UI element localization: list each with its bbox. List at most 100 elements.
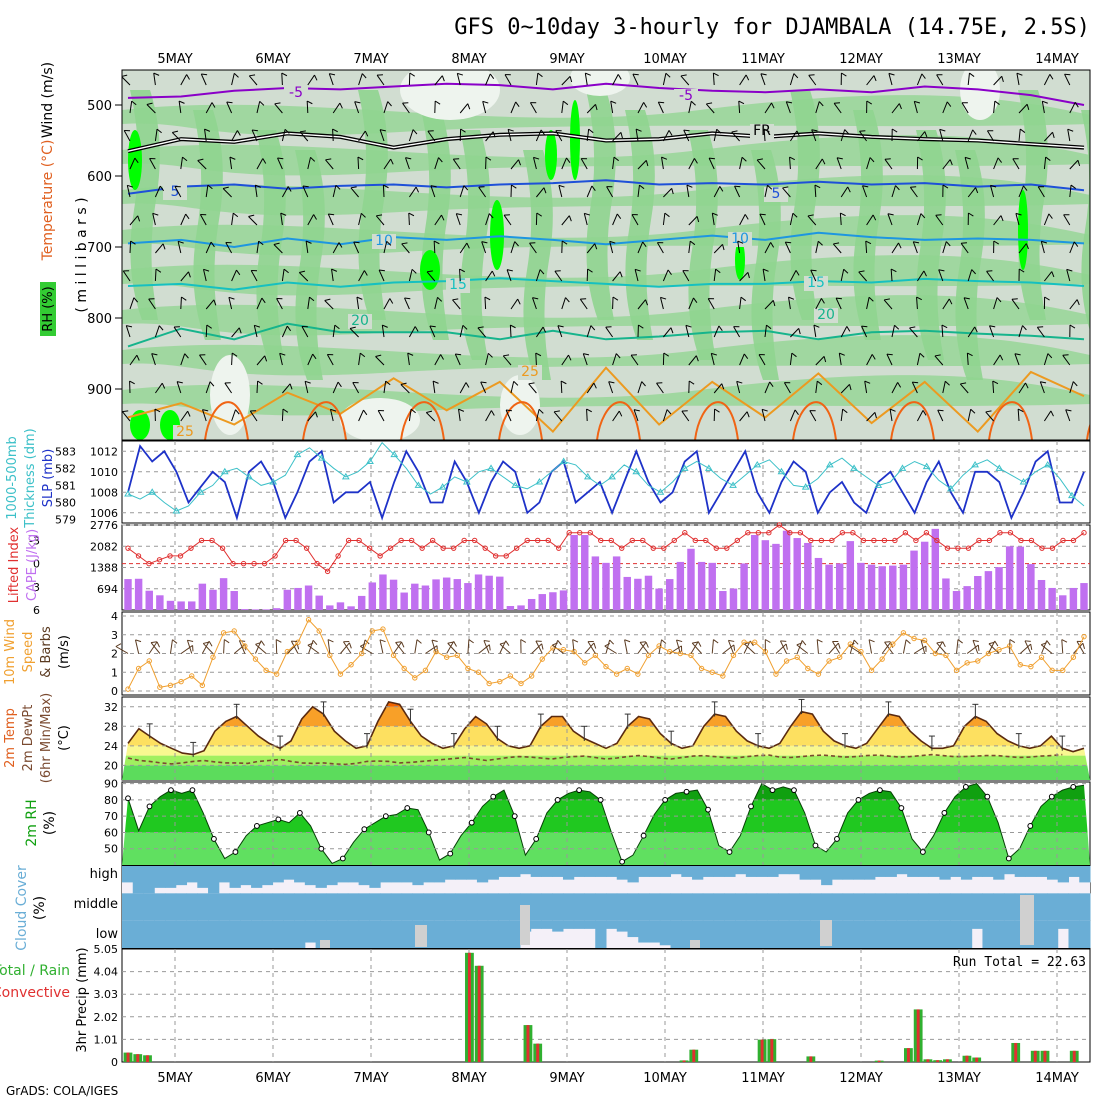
wind-speed-marker [242,643,248,649]
cloud-middle-bar [799,893,811,921]
wind-barb-shaft [306,100,309,114]
wind-barb-flag [887,213,894,216]
wind-barb-flag [181,296,187,301]
wind-barb-flag [252,129,258,132]
wind-barb-shaft [458,409,461,422]
wind-barb [332,184,341,198]
cloud-middle-bar [864,893,876,921]
bottom-date-axis: 5MAY 6MAY 7MAY 8MAY 9MAY 10MAY 11MAY 12MAY 13MAY… [157,1071,1079,1086]
wind-barb-shaft [809,410,817,422]
cape-bar [230,591,238,610]
wind-barb [1018,185,1028,198]
cloud-low-bar [218,920,231,948]
wind-barb [916,270,927,282]
wind-barb-flag [912,381,919,384]
rh-tick-label: 60 [104,826,118,839]
wind-barb-flag [174,186,181,188]
wind-barb-shaft [833,102,842,114]
cloud-high-bar [455,866,467,880]
wind-barb-shaft [401,243,410,254]
wind-barb [790,328,801,338]
wind-barb [560,380,567,394]
wind-barb-flag [935,214,942,216]
wind-barb-shaft [862,185,868,198]
top-date-label: 13MAY [937,52,981,67]
wind-barb [789,409,799,422]
wind-barb [840,186,851,198]
wind-barb-10m-flag [728,639,735,642]
wind-barb-shaft [580,158,588,170]
cape-bar [952,591,961,610]
wind-barb-10m [604,642,617,654]
cloud-middle-bar [283,893,295,921]
wind-barb [558,184,565,198]
wind-barb-flag [228,296,235,300]
bottom-date-label: 9MAY [549,1071,584,1086]
wind-barb-10m [180,645,194,654]
wind-barb-flag [383,184,389,189]
cloud-middle-bar [401,893,413,921]
wind-barb [358,73,367,86]
wind-barb-flag [136,354,140,361]
wind-barb-flag [639,184,645,190]
wind-barb-shaft [934,355,944,366]
wind-speed-marker [337,671,344,677]
wind-barb-shaft [485,73,491,86]
wind-barb-10m-flag [645,641,649,648]
wind-barb-shaft [155,243,164,254]
wind-barb [504,74,512,86]
wind-barb [225,242,233,254]
wind-barb-shaft [815,241,819,254]
wind-barb-flag [375,354,382,357]
wind-barb-10m [902,639,911,654]
rh-band-bright [490,200,504,270]
cape-bar [219,578,228,610]
wind-barb-shaft [637,102,645,114]
wind-barb-flag [411,268,417,274]
cape-bar [697,561,706,610]
thickness-marker [487,464,495,471]
cloud-low-bar [649,920,661,943]
wind-barb-flag [813,324,820,328]
cloud-high-bar [487,866,499,880]
cloud-middle-bar [627,893,639,921]
temp-band [122,706,1090,727]
wind-barb-shaft [408,129,414,142]
wind-barb-10m-flag [853,639,859,645]
wind-barb [176,381,183,394]
cape-tick-label: 694 [97,583,118,596]
wind-barb [1064,73,1071,86]
wind-barb-shaft [281,129,286,142]
wind-barb [579,298,588,310]
wind-barb [865,240,872,254]
wind-barb-shaft [533,157,537,170]
wind-barb [383,380,391,394]
wind-barb [356,296,363,310]
wind-barb-shaft [586,325,592,338]
wind-barb [357,156,364,170]
wind-barb-shaft [535,326,544,338]
wind-barb [177,240,184,254]
wind-barb-10m-flag [520,639,527,643]
wind-barb-shaft [909,327,918,338]
wind-barb [813,324,820,338]
wind-barb-10m [115,643,129,654]
wind-barb [840,268,849,282]
wind-barb-shaft [832,243,842,254]
panel-ylabel: CAPE (J/kg) [25,529,40,601]
wind-barb [637,241,647,254]
cape-bar [145,590,153,610]
wind-barb-flag [645,299,649,306]
wind-barb [430,185,437,198]
wind-barb-10m-flag [505,640,510,646]
wind-barb-shaft [1069,241,1075,254]
wind-barb-flag [331,268,338,272]
wind-barb-flag [941,324,948,329]
wind-barb-shaft [248,75,258,86]
wind-barb-flag [134,157,139,164]
contour-label: 25 [521,364,539,380]
slp-panel-frame [121,440,1091,524]
wind-barb-shaft [710,353,715,366]
cape-bar [177,601,185,610]
